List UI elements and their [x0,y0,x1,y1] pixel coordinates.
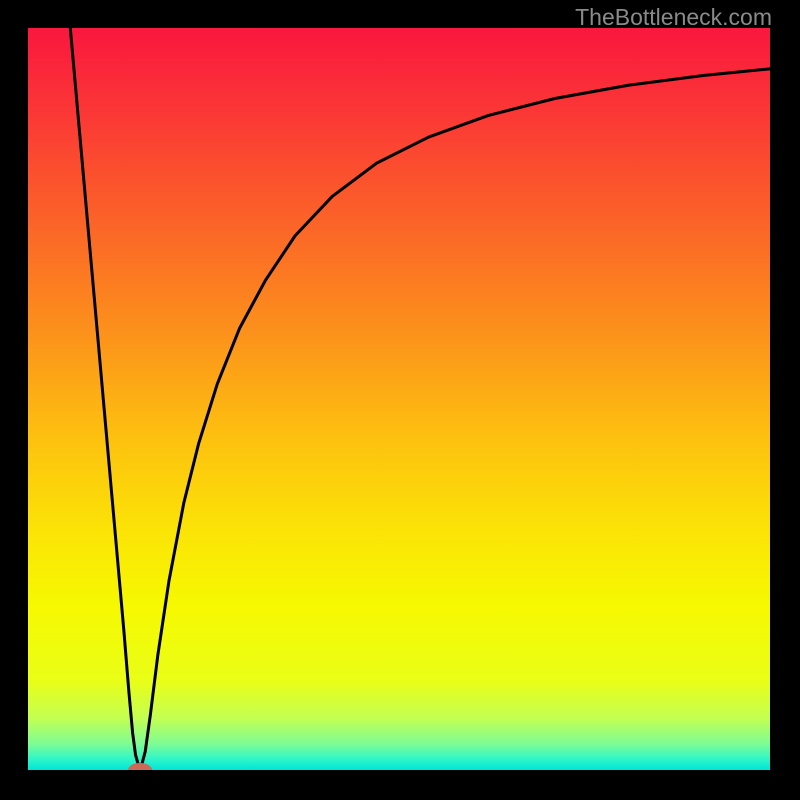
chart-stage: TheBottleneck.com [0,0,800,800]
gradient-background [28,28,770,770]
plot-svg [28,28,770,770]
watermark-text: TheBottleneck.com [575,4,772,31]
plot-area [28,28,770,770]
